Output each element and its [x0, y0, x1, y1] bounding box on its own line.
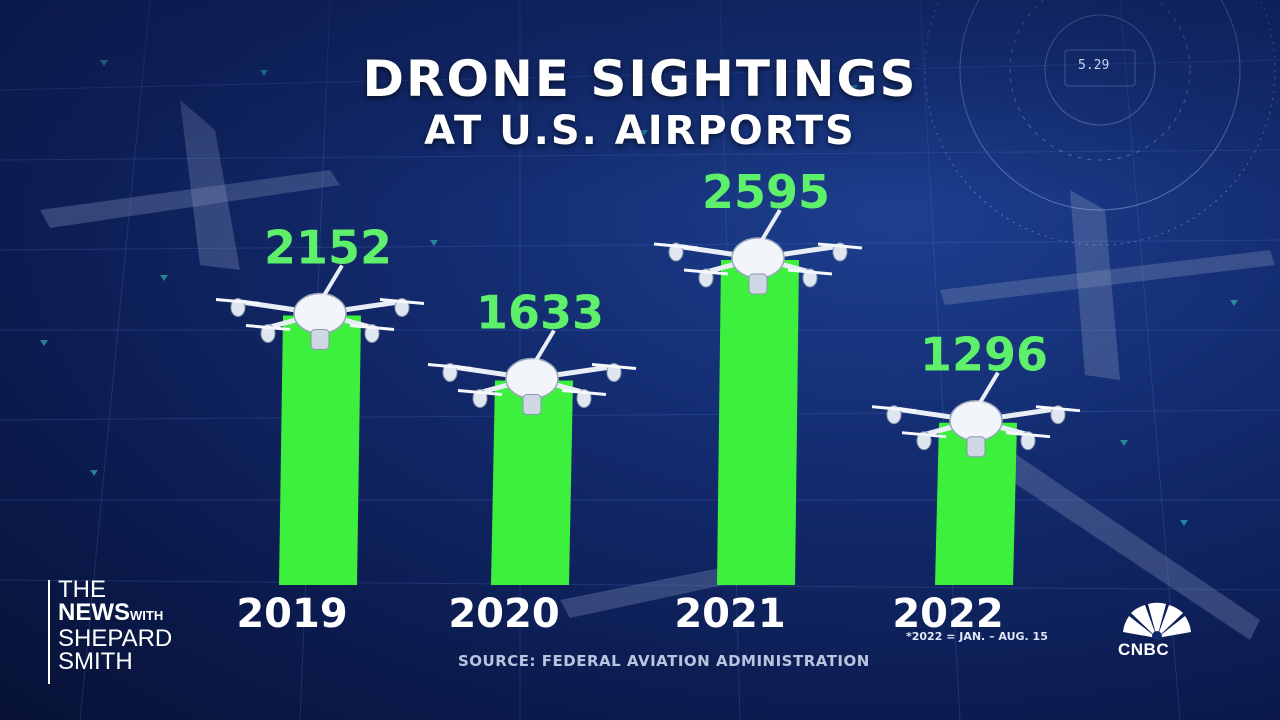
drone-body: [293, 292, 347, 335]
value-label: 1296: [920, 328, 1048, 382]
drone-propeller: [683, 268, 729, 276]
bar-2022: [935, 422, 1017, 585]
drone-propeller: [787, 268, 833, 276]
peacock-icon: [1123, 602, 1191, 641]
network-logo-text: CNBC: [1118, 640, 1170, 659]
drone-propeller: [1035, 405, 1081, 413]
year-label: 2022: [892, 591, 1003, 637]
show-logo-line3: SHEPARD: [58, 625, 173, 652]
show-logo: THE NEWSWITH SHEPARD SMITH: [48, 576, 173, 684]
bar-2021: [717, 260, 799, 585]
drone-propeller: [215, 297, 261, 305]
drone-camera: [748, 273, 768, 295]
drone-body: [731, 237, 785, 279]
drone-propeller: [653, 242, 699, 250]
drone-propeller: [817, 242, 863, 250]
hud-readout: 5.29: [1078, 58, 1110, 73]
drone-icon: [653, 208, 863, 295]
drone-icon: [215, 264, 425, 350]
drone-camera: [966, 436, 986, 458]
drone-camera: [310, 328, 330, 350]
value-label: 1633: [476, 285, 604, 339]
drone-antenna: [978, 371, 1000, 404]
drone-body: [505, 357, 559, 400]
drone-propeller: [561, 388, 607, 396]
year-label: 2019: [236, 591, 347, 637]
show-logo-rule: [48, 580, 50, 684]
show-logo-line4: SMITH: [58, 648, 133, 675]
drone-propeller: [349, 323, 395, 331]
drone-propeller: [379, 297, 425, 305]
drone-icon: [871, 371, 1081, 458]
footnote: *2022 = JAN. – AUG. 15: [906, 630, 1048, 643]
value-label: 2595: [702, 165, 830, 219]
drone-icon: [427, 329, 637, 415]
chart-subtitle: AT U.S. AIRPORTS: [424, 108, 856, 154]
drone-propeller: [1005, 431, 1051, 439]
show-logo-line1: THE: [58, 576, 106, 603]
value-label: 2152: [264, 220, 392, 274]
drone-propeller: [591, 362, 637, 370]
drone-propeller: [871, 405, 917, 413]
drone-antenna: [322, 264, 344, 297]
bar-2019: [279, 315, 361, 585]
drone-antenna: [534, 329, 556, 362]
year-label: 2020: [448, 591, 559, 637]
drone-propeller: [901, 431, 947, 439]
drone-propeller: [427, 362, 473, 370]
drone-antenna: [760, 208, 782, 242]
bar-2020: [491, 380, 573, 585]
drone-body: [949, 399, 1003, 442]
show-logo-news: NEWS: [58, 599, 130, 626]
year-label: 2021: [674, 591, 785, 637]
drone-camera: [522, 393, 542, 415]
drone-propeller: [457, 388, 503, 396]
chart-title: DRONE SIGHTINGS: [362, 50, 918, 108]
drone-propeller: [245, 323, 291, 331]
source-note: SOURCE: FEDERAL AVIATION ADMINISTRATION: [458, 652, 870, 670]
show-logo-with: WITH: [130, 608, 164, 623]
